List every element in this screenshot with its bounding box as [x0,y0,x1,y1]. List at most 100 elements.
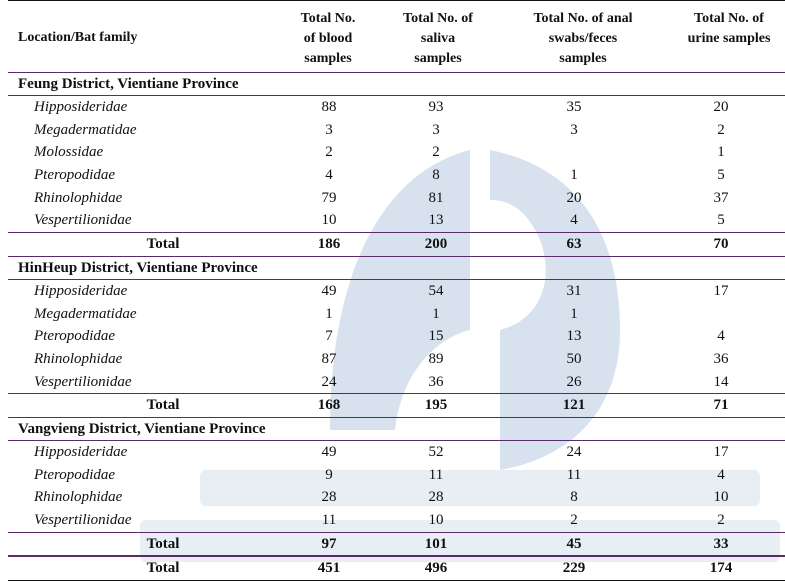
cell-value: 5 [717,167,725,184]
total-label: Total [146,236,180,253]
cell-value: 2 [717,121,725,138]
bat-family: Rhinolophidae [34,350,123,367]
bat-family: Molossidae [34,144,104,161]
grand-total-value: 174 [709,560,733,577]
cell-value: 2 [432,144,440,161]
table-row: Rhinolophidae 79 81 20 37 [8,187,785,210]
table-row: Vespertilionidae 11 10 2 2 [8,509,785,532]
cell-value: 52 [428,443,444,460]
table-row: Rhinolophidae 28 28 8 10 [8,486,785,509]
table-row: Hipposideridae 49 54 31 17 [8,280,785,303]
cell-value: 9 [325,466,333,483]
cell-value: 2 [570,512,578,528]
cell-value: 54 [428,282,444,299]
bat-family: Rhinolophidae [34,489,123,506]
cell-value: 2 [717,512,725,528]
table-row: Hipposideridae 88 93 35 20 [8,96,785,119]
cell-value: 4 [570,212,578,229]
total-value: 195 [424,397,448,414]
total-value: 101 [424,535,448,552]
total-row: Total 168 195 121 71 [8,393,785,418]
section-title: Feung District, Vientiane Province [8,73,785,96]
bat-family: Megadermatidae [34,121,137,138]
cell-value: 20 [713,99,729,115]
table-row: Megadermatidae 3 3 3 2 [8,119,785,142]
cell-value: 10 [321,212,337,229]
cell-value: 36 [428,373,444,390]
cell-value: 1 [325,305,333,322]
cell-value: 1 [570,305,578,322]
cell-value: 20 [566,189,582,206]
grand-total-value: 496 [424,560,448,577]
header-location: Location/Bat family [18,30,138,45]
header-urine: Total No. of urine samples [687,11,771,46]
cell-value: 17 [713,282,729,299]
cell-value: 89 [428,350,444,367]
bat-family: Hipposideridae [34,99,128,115]
section-title: HinHeup District, Vientiane Province [8,257,785,280]
cell-value: 8 [432,167,440,184]
total-label: Total [146,397,180,414]
cell-value: 1 [432,305,440,322]
cell-value: 79 [321,189,337,206]
header-anal-swabs: Total No. of anal swabs/feces samples [533,11,633,66]
cell-value: 8 [570,489,578,506]
cell-value: 1 [570,167,578,184]
table-row: Megadermatidae 1 1 1 [8,303,785,326]
cell-value: 24 [566,443,582,460]
grand-total-row: Total 451 496 229 174 [8,556,785,582]
header-saliva: Total No. of saliva samples [403,11,473,66]
cell-value: 3 [325,121,333,138]
cell-value: 4 [717,466,725,483]
cell-value: 24 [321,373,337,390]
total-value: 33 [713,535,729,552]
cell-value: 37 [713,189,729,206]
cell-value: 10 [428,512,444,528]
bat-family: Pteropodidae [34,167,116,184]
bat-family: Megadermatidae [34,305,137,322]
cell-value: 11 [428,466,444,483]
cell-value: 13 [566,328,582,345]
cell-value: 4 [325,167,333,184]
bat-family: Pteropodidae [34,466,116,483]
bat-family: Hipposideridae [34,282,128,299]
cell-value: 1 [717,144,725,161]
cell-value: 26 [566,373,582,390]
cell-value: 2 [325,144,333,161]
cell-value: 87 [321,350,337,367]
cell-value: 13 [428,212,444,229]
bat-family: Rhinolophidae [34,189,123,206]
cell-value: 28 [428,489,444,506]
samples-table: Location/Bat family Total No. of blood s… [8,0,785,582]
total-row: Total 186 200 63 70 [8,232,785,257]
table-row: Hipposideridae 49 52 24 17 [8,441,785,464]
grand-total-value: 229 [562,560,586,577]
cell-value: 88 [321,99,337,115]
bat-family: Pteropodidae [34,328,116,345]
total-row: Total 97 101 45 33 [8,531,785,557]
grand-total-label: Total [146,560,180,577]
grand-total-value: 451 [317,560,341,577]
section-title: Vangvieng District, Vientiane Province [8,418,785,441]
total-value: 97 [321,535,337,552]
cell-value: 10 [713,489,729,506]
total-value: 186 [317,236,341,253]
cell-value: 35 [566,99,582,115]
total-value: 63 [566,236,582,253]
cell-value: 15 [428,328,444,345]
cell-value: 28 [321,489,337,506]
cell-value: 49 [321,282,337,299]
total-value: 45 [566,535,582,552]
table-row: Pteropodidae 4 8 1 5 [8,164,785,187]
cell-value: 81 [428,189,444,206]
cell-value: 14 [713,373,729,390]
table-row: Pteropodidae 9 11 11 4 [8,464,785,487]
table-row: Rhinolophidae 87 89 50 36 [8,348,785,371]
bat-family: Hipposideridae [34,443,128,460]
bat-family: Vespertilionidae [34,212,132,229]
header-blood: Total No. of blood samples [300,11,356,66]
cell-value: 17 [713,443,729,460]
cell-value: 3 [432,121,440,138]
cell-value: 7 [325,328,333,345]
table-header: Location/Bat family Total No. of blood s… [8,0,785,73]
